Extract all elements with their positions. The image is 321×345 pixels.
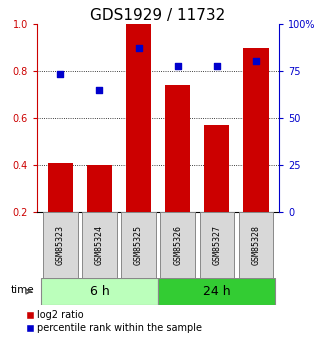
Point xyxy=(58,71,63,76)
Text: GSM85328: GSM85328 xyxy=(251,225,260,265)
Text: GSM85323: GSM85323 xyxy=(56,225,65,265)
Text: time: time xyxy=(11,285,35,295)
Point xyxy=(97,87,102,93)
Legend: log2 ratio, percentile rank within the sample: log2 ratio, percentile rank within the s… xyxy=(26,310,203,333)
Bar xyxy=(243,48,269,212)
Bar xyxy=(160,212,195,278)
Point xyxy=(214,64,219,69)
Text: GSM85326: GSM85326 xyxy=(173,225,182,265)
Bar xyxy=(200,212,234,278)
Point xyxy=(253,58,258,63)
Bar xyxy=(48,163,73,212)
Bar xyxy=(165,85,190,212)
Text: GSM85324: GSM85324 xyxy=(95,225,104,265)
Bar xyxy=(204,125,230,212)
Title: GDS1929 / 11732: GDS1929 / 11732 xyxy=(91,8,226,23)
Bar xyxy=(121,212,156,278)
Text: GSM85325: GSM85325 xyxy=(134,225,143,265)
Text: 6 h: 6 h xyxy=(90,285,109,298)
Bar xyxy=(158,278,275,305)
Text: GSM85327: GSM85327 xyxy=(212,225,221,265)
Bar xyxy=(126,19,151,212)
Point xyxy=(136,45,141,50)
Bar xyxy=(41,278,158,305)
Bar xyxy=(82,212,117,278)
Point xyxy=(175,64,180,69)
Text: 24 h: 24 h xyxy=(203,285,230,298)
Bar xyxy=(43,212,78,278)
Bar xyxy=(87,165,112,212)
Bar xyxy=(239,212,273,278)
